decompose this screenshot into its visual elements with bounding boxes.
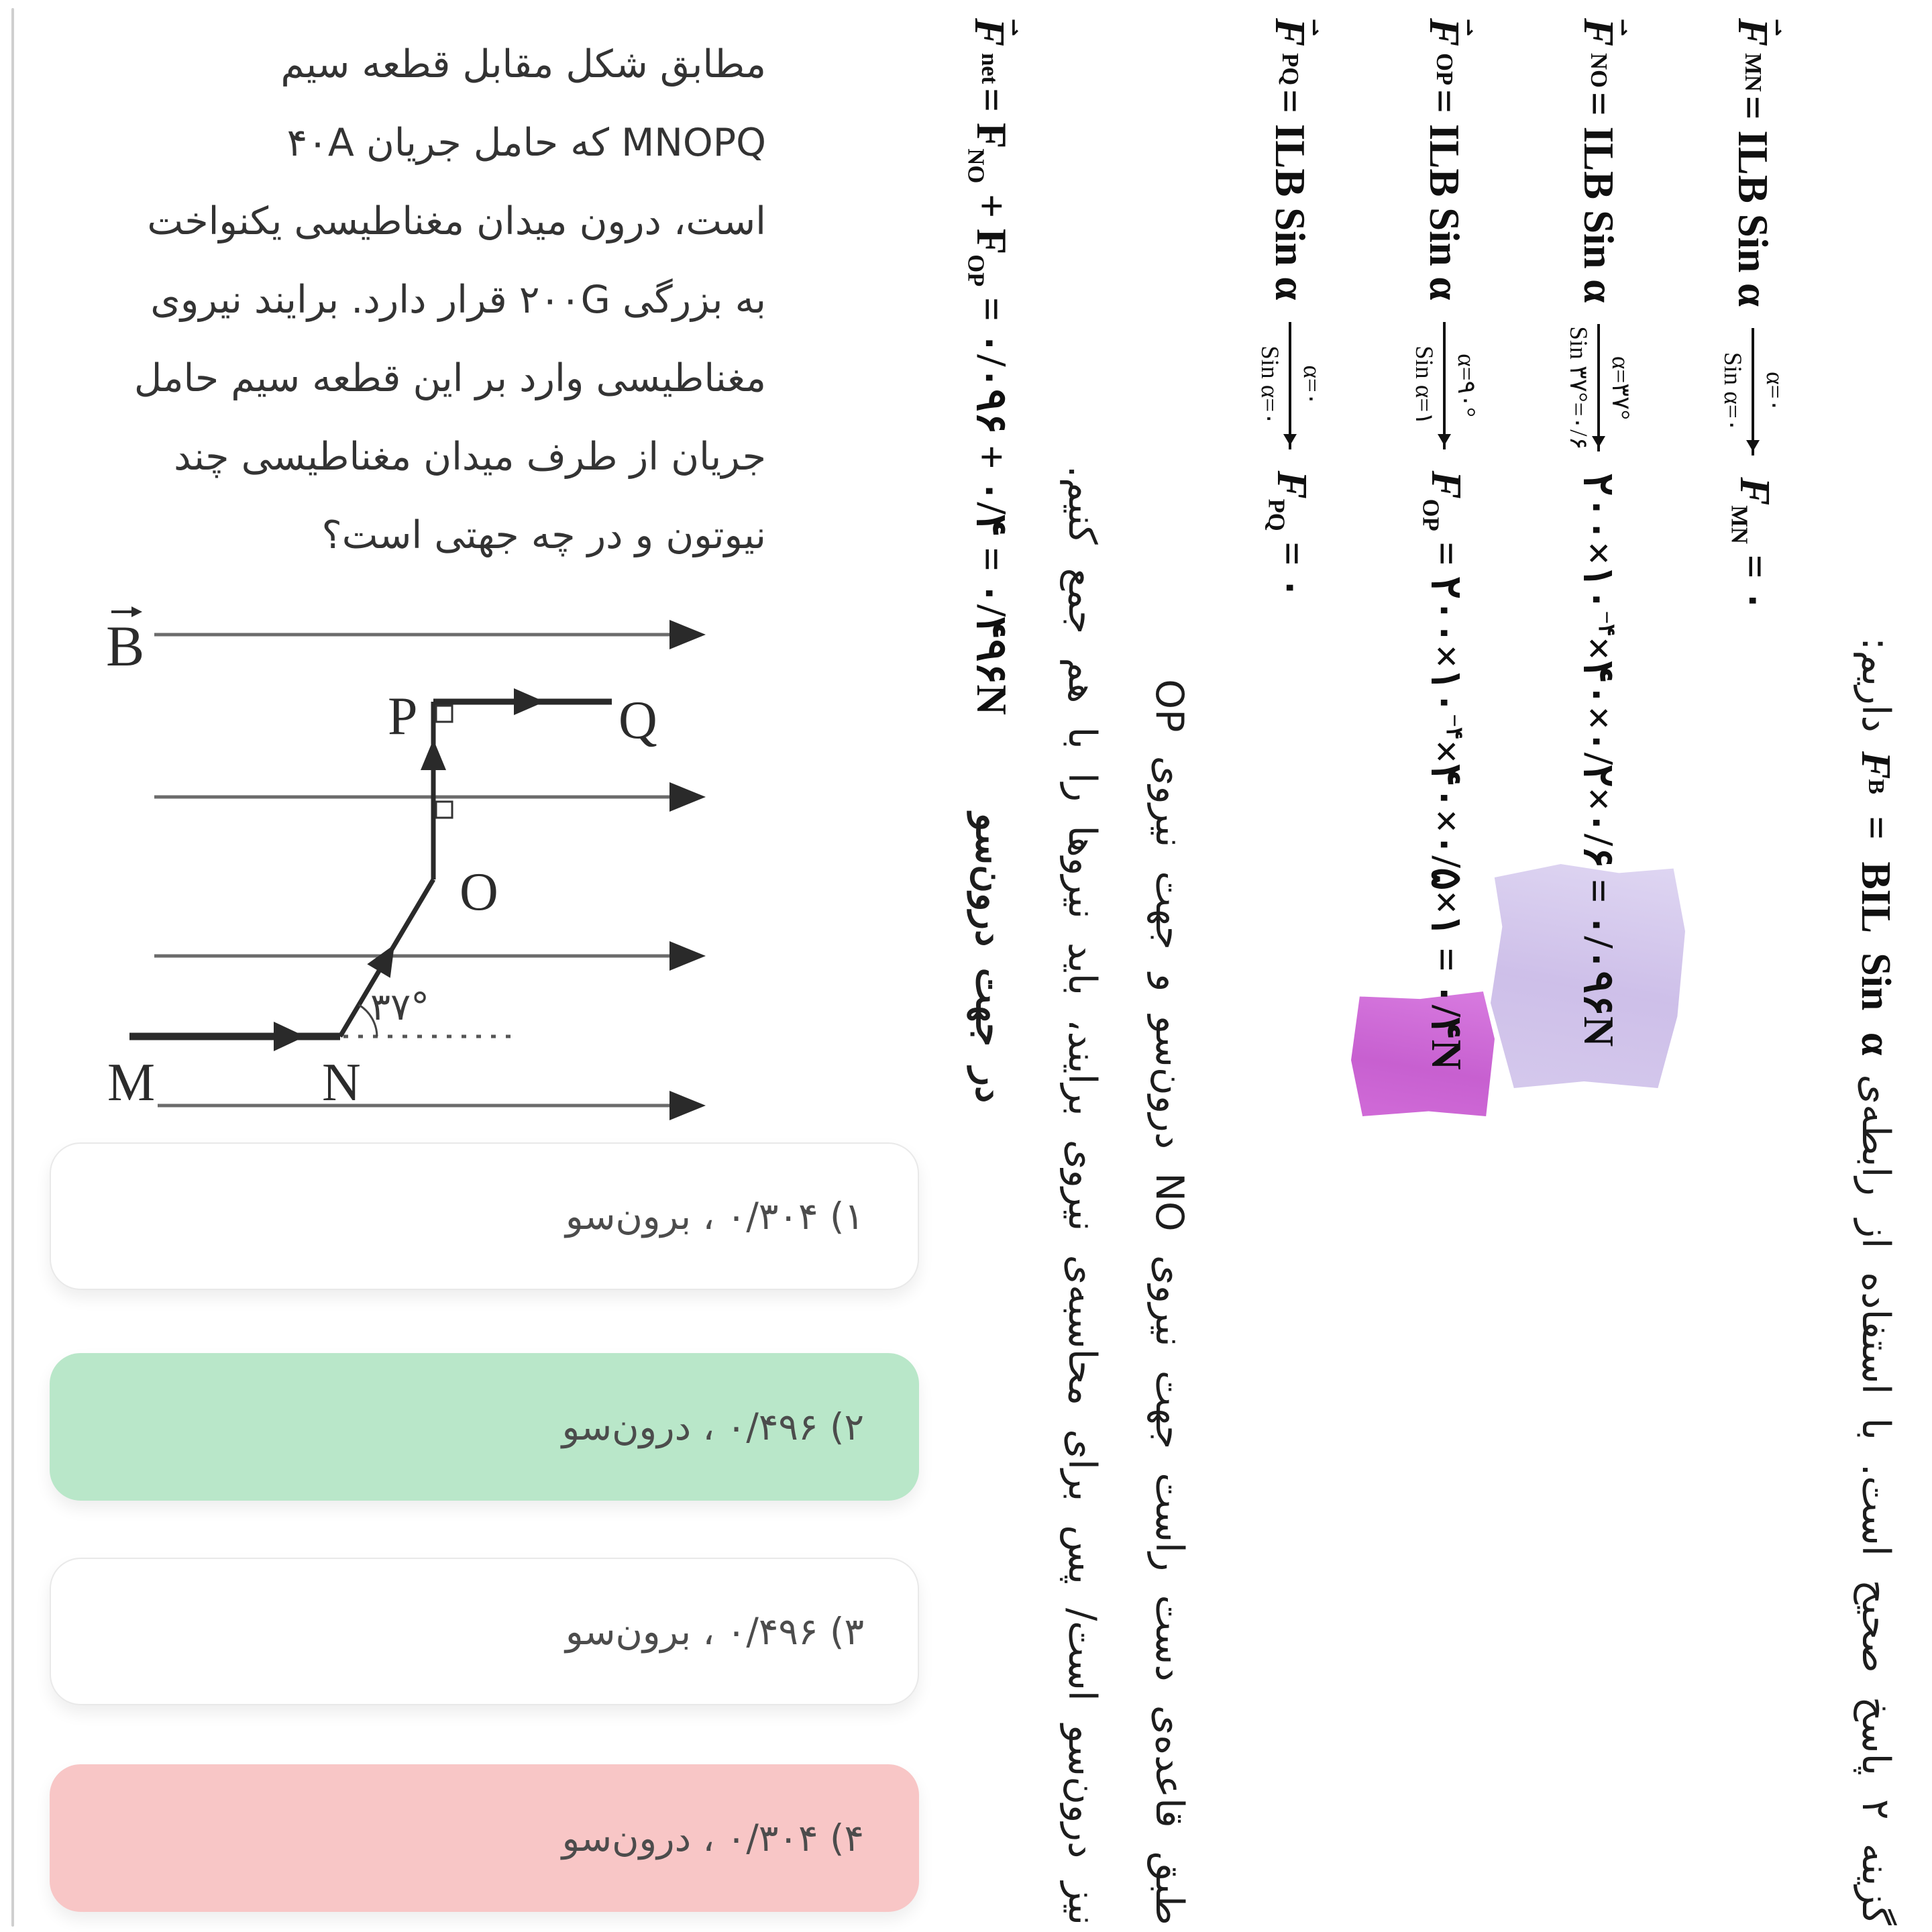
question-line: نیوتون و در چه جهتی است؟ <box>321 513 766 557</box>
b-field-label: B <box>106 606 144 678</box>
equation-fmn: FMN = ILB Sin α α=۰ Sin α=۰ FMN = ۰ <box>1676 17 1830 1925</box>
solution-note-sum-forces: نیز درون‌سو است/ پس برای محاسبه‌ی نیروی … <box>1060 466 1104 1925</box>
solution-intro: گزینه ۲ پاسخ صحیح است. با استفاده از راب… <box>1853 637 1899 1925</box>
condition-arrow: α=۰ Sin α=۰ <box>1254 321 1326 449</box>
field-line-arrowheads <box>669 620 706 1120</box>
question-line: جریان از طرف میدان مغناطیسی چند <box>174 435 766 479</box>
equation-fpq: FPQ = ILB Sin α α=۰ Sin α=۰ FPQ = ۰ <box>1213 17 1367 1925</box>
option-1-label: ۱) ۰/۳۰۴ ، برون‌سو <box>565 1195 864 1238</box>
svg-text:B: B <box>106 614 144 678</box>
right-angle-mark <box>435 800 453 819</box>
solution-pane-rotated: گزینه ۲ پاسخ صحیح است. با استفاده از راب… <box>932 0 1932 1932</box>
equation-fno: FNO = ILB Sin α α=۳۷° Sin ۳۷°=۰/۶ ۲۰۰×۱۰… <box>1521 17 1676 1925</box>
option-3-label: ۳) ۰/۴۹۶ ، برون‌سو <box>565 1610 864 1653</box>
net-direction-label: در جهت درون‌سو <box>968 812 1010 1104</box>
option-4-label: ۴) ۰/۳۰۴ ، درون‌سو <box>561 1817 864 1860</box>
condition-arrow: α=۰ Sin α=۰ <box>1717 328 1788 456</box>
question-line: به بزرگی ۲۰۰G قرار دارد. برایند نیروی <box>150 278 766 322</box>
angle-arc <box>358 1004 378 1037</box>
wire-current-arrows <box>274 688 545 1051</box>
condition-arrow: α=۹۰° Sin α=۱ <box>1409 321 1480 449</box>
option-3[interactable]: ۳) ۰/۴۹۶ ، برون‌سو <box>50 1558 919 1705</box>
solution-note-right-hand-rule: طبق قاعده‌ی دست راست جهت نیروی NO درون‌س… <box>1147 679 1191 1925</box>
label-p: P <box>388 687 418 746</box>
question-line: است، درون میدان مغناطیسی یکنواخت <box>147 199 766 244</box>
equation-fop: FOP = ILB Sin α α=۹۰° Sin α=۱ FOP = ۲۰۰×… <box>1367 17 1521 1925</box>
label-q: Q <box>619 691 657 750</box>
question-line: MNOPQ که حامل جریان ۴۰A <box>286 121 766 165</box>
wire-in-field-diagram: ۳۷° B P Q O M N <box>106 606 706 1120</box>
question-text: مطابق شکل مقابل قطعه سیم MNOPQ که حامل ج… <box>47 25 766 575</box>
angle-label: ۳۷° <box>370 985 429 1029</box>
label-n: N <box>322 1053 361 1112</box>
right-angle-mark <box>435 704 453 723</box>
option-1[interactable]: ۱) ۰/۳۰۴ ، برون‌سو <box>50 1142 919 1290</box>
option-4-incorrect[interactable]: ۴) ۰/۳۰۴ ، درون‌سو <box>50 1764 919 1912</box>
page-edge-divider <box>11 8 14 1927</box>
label-m: M <box>107 1053 155 1112</box>
condition-arrow: α=۳۷° Sin ۳۷°=۰/۶ <box>1563 324 1634 452</box>
option-2-correct[interactable]: ۲) ۰/۴۹۶ ، درون‌سو <box>50 1353 919 1501</box>
label-o: O <box>460 863 498 922</box>
question-line: مغناطیسی وارد بر این قطعه سیم حامل <box>133 356 766 400</box>
field-lines <box>154 633 672 1108</box>
option-2-label: ۲) ۰/۴۹۶ ، درون‌سو <box>561 1405 864 1448</box>
question-line: مطابق شکل مقابل قطعه سیم <box>280 42 766 87</box>
